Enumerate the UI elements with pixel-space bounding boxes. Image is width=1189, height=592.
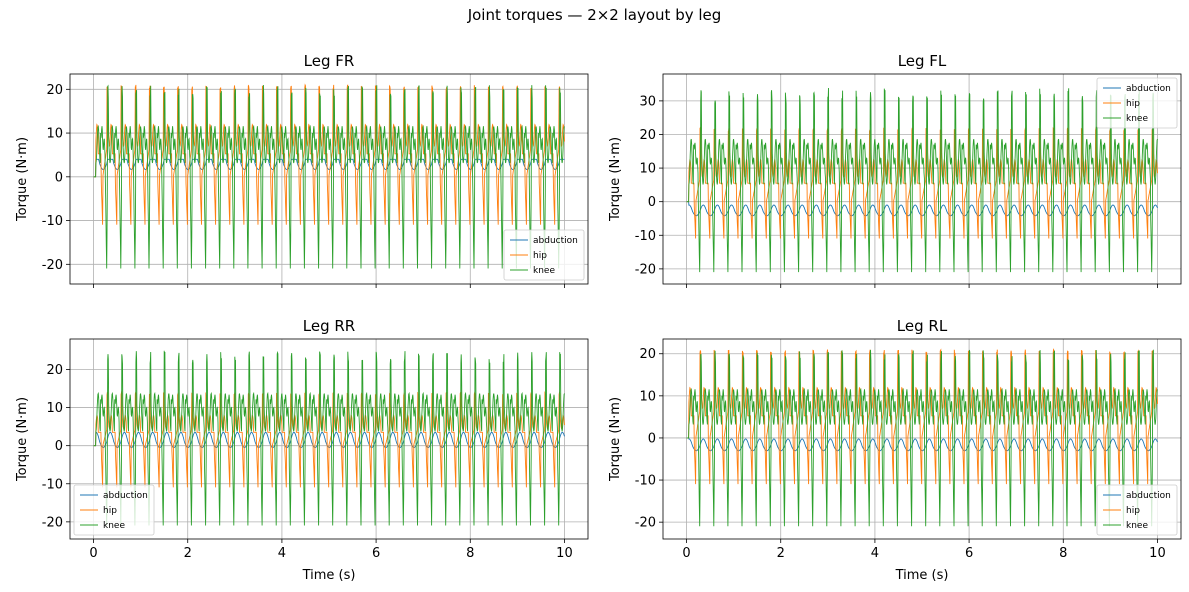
- y-tick-label: 10: [46, 401, 63, 416]
- y-tick-label: -20: [42, 515, 63, 530]
- axes-frame: [69, 338, 589, 540]
- y-axis-label: Torque (N·m): [608, 397, 623, 482]
- series-hip-line: [93, 390, 565, 488]
- legend-label-hip: hip: [1126, 506, 1140, 516]
- series-group: [686, 348, 1158, 527]
- legend-label-hip: hip: [1126, 99, 1140, 109]
- subplot-title: Leg FL: [898, 52, 947, 70]
- series-knee-line: [686, 87, 1158, 273]
- y-tick-label: -20: [42, 258, 63, 273]
- x-tick-label: 4: [278, 546, 286, 561]
- y-tick-label: -20: [635, 516, 656, 531]
- legend-label-knee: knee: [533, 266, 555, 276]
- legend-box: [503, 229, 585, 281]
- x-tick-label: 10: [556, 546, 573, 561]
- y-tick-label: -10: [635, 474, 656, 489]
- y-tick-label: -20: [635, 262, 656, 277]
- y-axis-label: Torque (N·m): [608, 137, 623, 222]
- legend: abduction hip knee: [73, 484, 155, 536]
- series-hip-line: [93, 83, 565, 225]
- subplot-0: -20 -10 0 10 20 Leg FR Torque (N·m) abduction hi…: [15, 52, 589, 288]
- axes-frame: [662, 73, 1182, 285]
- y-tick-label: 0: [648, 431, 656, 446]
- x-tick-label: 6: [965, 546, 973, 561]
- x-tick-label: 0: [89, 546, 97, 561]
- x-tick-label: 8: [1059, 546, 1067, 561]
- x-tick-label: 0: [682, 546, 690, 561]
- y-tick-label: -10: [42, 214, 63, 229]
- legend-label-knee: knee: [1126, 114, 1148, 124]
- subplot-3: 0 2 4 6 8 10 -20 -10 0 10 20 Leg RL Torque (N·m) Time…: [608, 317, 1182, 583]
- y-tick-label: -10: [635, 229, 656, 244]
- y-tick-label: 10: [46, 127, 63, 142]
- legend-label-knee: knee: [103, 521, 125, 531]
- y-tick-label: 0: [55, 170, 63, 185]
- x-tick-label: 2: [184, 546, 192, 561]
- x-tick-label: 10: [1149, 546, 1166, 561]
- series-hip-line: [686, 126, 1158, 239]
- y-axis-label: Torque (N·m): [15, 397, 30, 482]
- y-tick-label: -10: [42, 477, 63, 492]
- y-tick-label: 20: [639, 347, 656, 362]
- axes-frame: [662, 338, 1182, 540]
- series-knee-line: [93, 350, 565, 526]
- y-tick-label: 20: [46, 363, 63, 378]
- series-group: [93, 83, 565, 269]
- series-group: [93, 350, 565, 526]
- y-tick-label: 30: [639, 94, 656, 109]
- subplot-title: Leg RL: [897, 317, 948, 335]
- x-axis-label: Time (s): [302, 568, 356, 583]
- legend-label-abduction: abduction: [1126, 491, 1171, 501]
- subplot-1: -20 -10 0 10 20 30 Leg FL Torque (N·m) abduction…: [608, 52, 1182, 288]
- y-tick-label: 0: [55, 439, 63, 454]
- y-tick-label: 20: [46, 83, 63, 98]
- y-tick-label: 20: [639, 128, 656, 143]
- subplot-title: Leg FR: [304, 52, 355, 70]
- legend-label-hip: hip: [103, 506, 117, 516]
- y-tick-label: 10: [639, 389, 656, 404]
- subplot-2: 0 2 4 6 8 10 -20 -10 0 10 20 Leg RR Torque (N·m) Time…: [15, 317, 589, 583]
- x-tick-label: 8: [466, 546, 474, 561]
- series-group: [686, 87, 1158, 273]
- legend-box: [73, 484, 155, 536]
- series-hip-line: [686, 348, 1158, 485]
- legend: abduction hip knee: [1096, 484, 1178, 536]
- subplot-title: Leg RR: [303, 317, 355, 335]
- legend-label-abduction: abduction: [1126, 84, 1171, 94]
- series-knee-line: [93, 84, 565, 269]
- y-axis-label: Torque (N·m): [15, 137, 30, 222]
- legend-box: [1096, 484, 1178, 536]
- legend: abduction hip knee: [1096, 77, 1178, 129]
- legend-label-abduction: abduction: [103, 491, 148, 501]
- figure-title: Joint torques — 2×2 layout by leg: [467, 6, 722, 24]
- legend: abduction hip knee: [503, 229, 585, 281]
- x-tick-label: 6: [372, 546, 380, 561]
- y-tick-label: 10: [639, 162, 656, 177]
- y-tick-label: 0: [648, 195, 656, 210]
- x-tick-label: 4: [871, 546, 879, 561]
- legend-label-hip: hip: [533, 251, 547, 261]
- axes-frame: [69, 73, 589, 285]
- x-tick-label: 2: [777, 546, 785, 561]
- legend-label-abduction: abduction: [533, 236, 578, 246]
- series-knee-line: [686, 349, 1158, 527]
- legend-label-knee: knee: [1126, 521, 1148, 531]
- legend-box: [1096, 77, 1178, 129]
- x-axis-label: Time (s): [895, 568, 949, 583]
